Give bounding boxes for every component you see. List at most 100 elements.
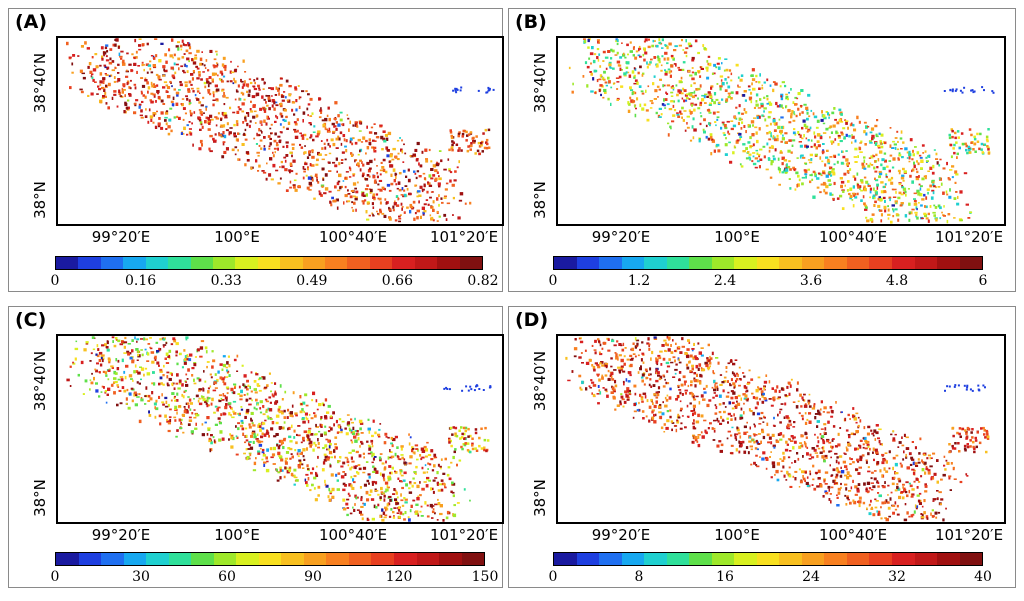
map-pixel bbox=[632, 91, 636, 94]
map-pixel bbox=[183, 71, 186, 74]
map-pixel bbox=[482, 132, 485, 135]
map-pixel bbox=[352, 506, 354, 509]
map-pixel bbox=[205, 59, 208, 62]
map-pixel bbox=[356, 471, 358, 474]
map-pixel bbox=[387, 131, 392, 136]
map-pixel bbox=[775, 122, 778, 125]
map-pixel bbox=[218, 133, 221, 137]
map-pixel bbox=[378, 179, 383, 182]
map-pixel bbox=[119, 95, 123, 97]
map-pixel bbox=[623, 74, 627, 77]
map-pixel bbox=[590, 90, 594, 93]
map-pixel bbox=[858, 466, 862, 469]
map-pixel bbox=[113, 344, 117, 348]
map-pixel bbox=[384, 188, 386, 191]
map-pixel bbox=[355, 496, 358, 500]
map-pixel bbox=[863, 436, 867, 440]
map-pixel bbox=[679, 351, 683, 354]
map-pixel bbox=[670, 64, 674, 68]
map-pixel bbox=[157, 95, 161, 100]
map-pixel bbox=[236, 370, 239, 372]
map-pixel bbox=[335, 447, 338, 450]
map-pixel bbox=[374, 431, 377, 435]
map-pixel bbox=[170, 399, 173, 402]
map-pixel bbox=[271, 393, 274, 397]
map-pixel bbox=[361, 174, 364, 178]
map-pixel bbox=[788, 466, 791, 469]
map-pixel bbox=[95, 369, 98, 373]
map-pixel bbox=[209, 114, 213, 118]
map-pixel bbox=[350, 153, 354, 157]
map-pixel bbox=[919, 437, 922, 441]
map-pixel bbox=[384, 198, 387, 201]
map-pixel bbox=[949, 143, 953, 147]
map-pixel bbox=[951, 165, 955, 168]
map-pixel bbox=[124, 101, 127, 105]
map-pixel bbox=[291, 108, 294, 112]
map-pixel bbox=[898, 441, 902, 444]
map-pixel bbox=[348, 128, 350, 132]
map-pixel bbox=[105, 401, 108, 404]
map-pixel bbox=[109, 48, 113, 51]
map-pixel bbox=[236, 90, 239, 93]
map-pixel bbox=[592, 77, 595, 81]
map-pixel bbox=[693, 411, 697, 415]
map-pixel bbox=[185, 383, 189, 387]
map-pixel bbox=[292, 184, 296, 186]
map-pixel bbox=[173, 88, 176, 91]
map-pixel bbox=[183, 390, 186, 393]
map-pixel bbox=[815, 126, 819, 129]
map-pixel bbox=[672, 87, 675, 90]
map-pixel bbox=[366, 202, 370, 205]
map-pixel bbox=[919, 193, 923, 197]
map-pixel bbox=[682, 87, 685, 91]
map-pixel bbox=[876, 480, 879, 483]
map-pixel bbox=[747, 151, 750, 153]
map-pixel bbox=[382, 158, 386, 162]
map-pixel bbox=[742, 143, 746, 146]
map-pixel bbox=[315, 433, 318, 436]
map-pixel bbox=[261, 95, 264, 99]
map-pixel bbox=[366, 125, 368, 129]
map-pixel bbox=[861, 165, 866, 169]
map-pixel bbox=[916, 216, 919, 220]
map-pixel bbox=[706, 95, 709, 98]
map-pixel bbox=[772, 464, 776, 469]
map-pixel bbox=[228, 133, 231, 136]
map-pixel bbox=[345, 502, 349, 506]
map-pixel bbox=[408, 491, 413, 494]
map-pixel bbox=[666, 46, 669, 50]
colorbar-segment bbox=[325, 257, 348, 269]
map-pixel bbox=[807, 139, 810, 142]
map-pixel bbox=[436, 197, 439, 201]
map-pixel bbox=[819, 156, 822, 160]
map-pixel bbox=[443, 168, 447, 171]
map-pixel bbox=[784, 168, 789, 172]
map-pixel bbox=[208, 122, 211, 125]
map-pixel bbox=[918, 492, 922, 495]
y-tick-label: 38°40′N bbox=[31, 350, 49, 412]
map-pixel bbox=[200, 113, 204, 116]
map-pixel bbox=[612, 67, 615, 70]
colorbar-tick: 0.16 bbox=[125, 273, 157, 289]
map-pixel bbox=[384, 432, 388, 436]
map-pixel bbox=[596, 48, 600, 51]
map-pixel bbox=[360, 496, 363, 499]
map-pixel bbox=[167, 429, 171, 433]
map-pixel bbox=[129, 87, 132, 90]
colorbar-segment bbox=[869, 257, 892, 269]
map-pixel bbox=[232, 410, 235, 413]
map-pixel bbox=[973, 135, 976, 139]
map-pixel bbox=[892, 196, 897, 198]
map-pixel bbox=[229, 80, 233, 83]
map-pixel bbox=[485, 449, 488, 453]
map-pixel bbox=[88, 62, 92, 66]
map-pixel bbox=[630, 89, 634, 92]
map-pixel bbox=[304, 478, 307, 482]
map-pixel bbox=[920, 185, 923, 188]
map-pixel bbox=[629, 50, 633, 53]
map-pixel bbox=[762, 451, 766, 455]
map-pixel bbox=[303, 410, 305, 413]
map-pixel bbox=[392, 205, 395, 209]
map-pixel bbox=[327, 106, 330, 110]
